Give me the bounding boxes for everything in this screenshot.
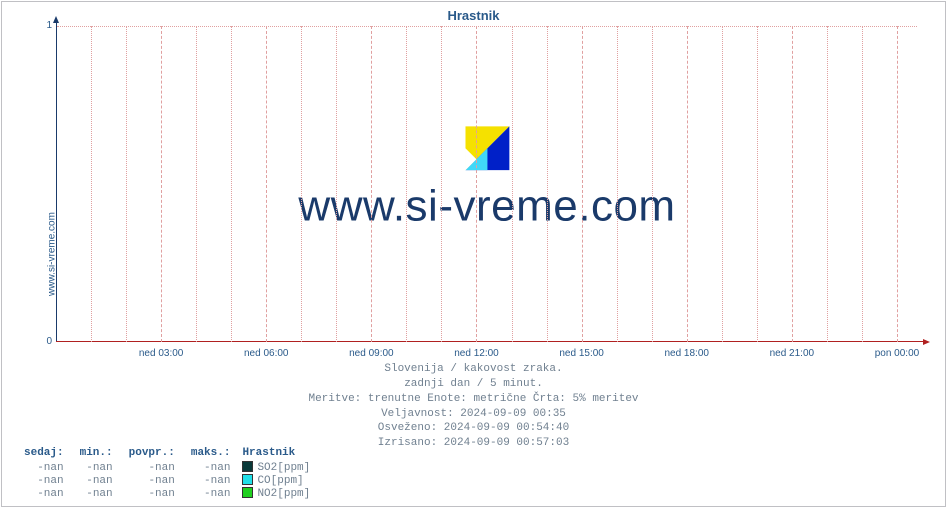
legend-now: -nan <box>16 474 72 487</box>
vgrid-major <box>792 26 793 342</box>
xtick-label: ned 12:00 <box>454 348 499 359</box>
vgrid-major <box>371 26 372 342</box>
xtick-label: ned 09:00 <box>349 348 394 359</box>
x-axis-arrow-icon <box>923 339 930 345</box>
vgrid-minor <box>196 26 197 342</box>
info-line-3: Meritve: trenutne Enote: metrične Črta: … <box>2 392 945 407</box>
legend-max: -nan <box>183 474 239 487</box>
y-axis-arrow-icon <box>53 16 59 23</box>
legend-row: -nan-nan-nan-nanNO2[ppm] <box>16 487 318 500</box>
legend-min: -nan <box>72 487 121 500</box>
vgrid-major <box>161 26 162 342</box>
vgrid-major <box>582 26 583 342</box>
vgrid-minor <box>441 26 442 342</box>
legend-swatch-icon <box>242 461 253 472</box>
vgrid-minor <box>722 26 723 342</box>
info-line-1: Slovenija / kakovost zraka. <box>2 362 945 377</box>
legend-table: sedaj: min.: povpr.: maks.: Hrastnik -na… <box>16 447 318 500</box>
legend-avg: -nan <box>121 461 183 474</box>
info-line-2: zadnji dan / 5 minut. <box>2 377 945 392</box>
vgrid-minor <box>757 26 758 342</box>
xtick-label: ned 03:00 <box>139 348 184 359</box>
vgrid-minor <box>126 26 127 342</box>
vgrid-minor <box>336 26 337 342</box>
vgrid-minor <box>652 26 653 342</box>
vgrid-minor <box>512 26 513 342</box>
vgrid-major <box>266 26 267 342</box>
legend-min: -nan <box>72 461 121 474</box>
legend-avg: -nan <box>121 487 183 500</box>
legend-header-now: sedaj: <box>16 447 72 461</box>
legend-min: -nan <box>72 474 121 487</box>
info-line-4: Veljavnost: 2024-09-09 00:35 <box>2 407 945 422</box>
chart-meta-info: Slovenija / kakovost zraka. zadnji dan /… <box>2 362 945 451</box>
ytick-label: 0 <box>40 336 52 347</box>
legend-now: -nan <box>16 461 72 474</box>
vgrid-major <box>897 26 898 342</box>
legend-header-max: maks.: <box>183 447 239 461</box>
vgrid-minor <box>827 26 828 342</box>
legend-now: -nan <box>16 487 72 500</box>
legend-max: -nan <box>183 487 239 500</box>
legend-swatch-icon <box>242 487 253 498</box>
chart-title: Hrastnik <box>2 8 945 23</box>
vgrid-major <box>476 26 477 342</box>
vgrid-minor <box>91 26 92 342</box>
watermark: www.si-vreme.com <box>298 126 675 231</box>
info-line-5: Osveženo: 2024-09-09 00:54:40 <box>2 421 945 436</box>
xtick-label: pon 00:00 <box>875 348 920 359</box>
vgrid-minor <box>231 26 232 342</box>
vgrid-minor <box>406 26 407 342</box>
vgrid-minor <box>862 26 863 342</box>
vgrid-major <box>687 26 688 342</box>
legend-header-min: min.: <box>72 447 121 461</box>
xtick-label: ned 15:00 <box>559 348 604 359</box>
legend-series: NO2[ppm] <box>238 487 318 500</box>
legend-row: -nan-nan-nan-nanSO2[ppm] <box>16 461 318 474</box>
legend-avg: -nan <box>121 474 183 487</box>
vgrid-minor <box>617 26 618 342</box>
watermark-text: www.si-vreme.com <box>298 181 675 231</box>
legend-header-site: Hrastnik <box>238 447 318 461</box>
legend-header-avg: povpr.: <box>121 447 183 461</box>
chart-plot-area: www.si-vreme.com 01ned 03:00ned 06:00ned… <box>56 26 918 342</box>
legend-series: SO2[ppm] <box>238 461 318 474</box>
legend-max: -nan <box>183 461 239 474</box>
hgrid-line <box>57 26 917 27</box>
xtick-label: ned 18:00 <box>664 348 709 359</box>
xtick-label: ned 21:00 <box>770 348 815 359</box>
legend-row: -nan-nan-nan-nanCO[ppm] <box>16 474 318 487</box>
legend-swatch-icon <box>242 474 253 485</box>
vgrid-minor <box>547 26 548 342</box>
x-axis <box>56 341 924 342</box>
legend-series: CO[ppm] <box>238 474 318 487</box>
xtick-label: ned 06:00 <box>244 348 289 359</box>
vgrid-minor <box>301 26 302 342</box>
y-axis <box>56 20 57 342</box>
ytick-label: 1 <box>40 20 52 31</box>
logo-icon <box>465 126 509 170</box>
